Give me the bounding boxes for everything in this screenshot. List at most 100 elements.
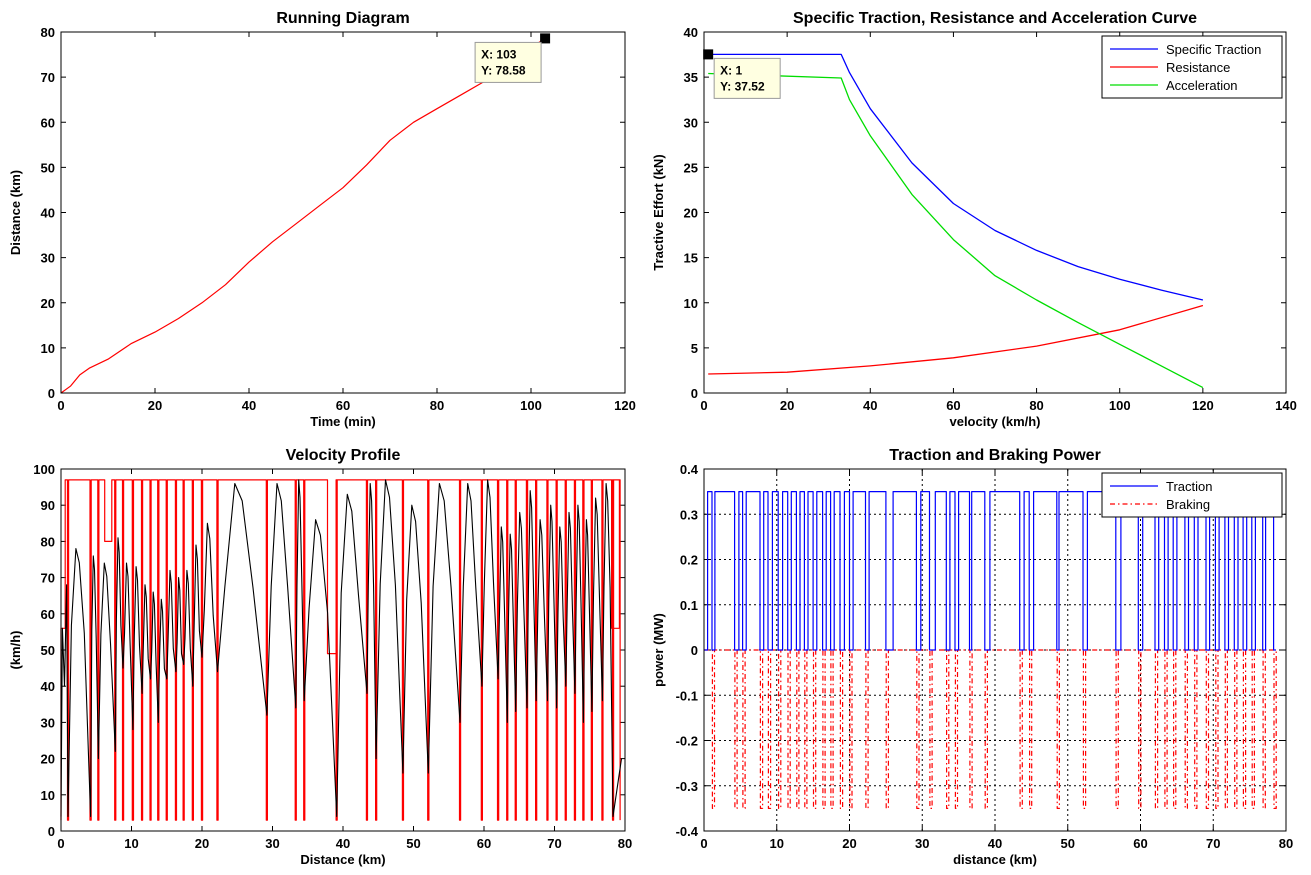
x-tick-label: 50 bbox=[406, 836, 420, 851]
y-tick-label: 0.3 bbox=[680, 507, 698, 522]
axes-frame bbox=[703, 468, 1287, 832]
y-tick-label: 15 bbox=[684, 251, 698, 266]
x-axis-label: distance (km) bbox=[953, 852, 1037, 867]
y-axis-label: (km/h) bbox=[8, 631, 23, 670]
y-tick-label: 60 bbox=[41, 607, 55, 622]
plot-area bbox=[61, 469, 625, 831]
x-axis-label: Time (min) bbox=[310, 414, 376, 429]
y-tick-label: 20 bbox=[41, 296, 55, 311]
x-tick-label: 0 bbox=[57, 398, 64, 413]
x-tick-label: 60 bbox=[1133, 836, 1147, 851]
y-tick-label: 25 bbox=[684, 160, 698, 175]
x-tick-label: 80 bbox=[1029, 398, 1043, 413]
plot-area bbox=[61, 32, 625, 393]
x-tick-label: 30 bbox=[915, 836, 929, 851]
y-tick-label: -0.1 bbox=[676, 688, 698, 703]
x-tick-label: 140 bbox=[1275, 398, 1297, 413]
chart-title: Traction and Braking Power bbox=[889, 447, 1101, 464]
axes-frame bbox=[703, 31, 1287, 394]
datatip-box bbox=[474, 41, 542, 83]
y-axis-label: Tractive Effort (kN) bbox=[651, 154, 666, 270]
x-tick-label: 0 bbox=[700, 836, 707, 851]
y-tick-label: 0.2 bbox=[680, 553, 698, 568]
y-tick-label: 10 bbox=[41, 341, 55, 356]
x-tick-label: 20 bbox=[842, 836, 856, 851]
panel-power: 0 10 20 30 40 50 60 70 80 -0.4 -0.3 -0.2 -0.1 0 0.1 0.2… bbox=[651, 447, 1293, 867]
y-tick-label: 80 bbox=[41, 534, 55, 549]
x-tick-label: 20 bbox=[780, 398, 794, 413]
y-tick-label: 40 bbox=[41, 206, 55, 221]
velocity-line bbox=[60, 479, 623, 818]
datatip-marker bbox=[540, 33, 551, 44]
datatip-x: X: 103 bbox=[481, 47, 517, 61]
y-tick-label: 0.4 bbox=[680, 462, 699, 477]
y-axis-label: Distance (km) bbox=[8, 170, 23, 255]
x-tick-label: 10 bbox=[124, 836, 138, 851]
traction-line bbox=[704, 491, 1276, 651]
y-tick-label: -0.2 bbox=[676, 734, 698, 749]
y-tick-label: 30 bbox=[684, 115, 698, 130]
y-tick-label: 30 bbox=[41, 715, 55, 730]
panel-traction: 0 20 40 60 80 100 120 140 0 5 10 15 20 25 30 35 40 Specif… bbox=[651, 10, 1297, 429]
y-tick-label: -0.3 bbox=[676, 779, 698, 794]
y-tick-label: 20 bbox=[684, 206, 698, 221]
legend-box bbox=[1101, 472, 1283, 518]
y-tick-label: 80 bbox=[41, 25, 55, 40]
y-tick-label: 0 bbox=[691, 643, 698, 658]
x-tick-label: 70 bbox=[547, 836, 561, 851]
y-tick-label: 100 bbox=[33, 462, 55, 477]
y-tick-label: 10 bbox=[684, 296, 698, 311]
y-tick-label: 35 bbox=[684, 70, 698, 85]
x-tick-label: 100 bbox=[520, 398, 542, 413]
x-tick-label: 120 bbox=[614, 398, 636, 413]
x-tick-label: 100 bbox=[1109, 398, 1131, 413]
x-tick-label: 60 bbox=[477, 836, 491, 851]
x-tick-label: 80 bbox=[430, 398, 444, 413]
y-tick-label: 0 bbox=[691, 386, 698, 401]
x-tick-label: 40 bbox=[336, 836, 350, 851]
x-tick-label: 0 bbox=[57, 836, 64, 851]
legend-label: Resistance bbox=[1166, 60, 1230, 75]
datatip-x: X: 1 bbox=[720, 63, 742, 77]
datatip-box bbox=[713, 57, 781, 99]
x-tick-label: 120 bbox=[1192, 398, 1214, 413]
axes-frame bbox=[60, 468, 626, 832]
x-tick-label: 0 bbox=[700, 398, 707, 413]
series-line-0 bbox=[708, 53, 1204, 301]
x-tick-label: 10 bbox=[770, 836, 784, 851]
chart-title: Running Diagram bbox=[276, 10, 409, 27]
y-axis-label: power (MW) bbox=[651, 613, 666, 687]
datatip-y: Y: 37.52 bbox=[720, 79, 765, 93]
chart-title: Specific Traction, Resistance and Accele… bbox=[793, 10, 1197, 27]
x-tick-label: 50 bbox=[1061, 836, 1075, 851]
series-line-1 bbox=[708, 304, 1204, 375]
legend-label: Traction bbox=[1166, 479, 1212, 494]
series-line-2 bbox=[708, 72, 1204, 389]
x-tick-label: 60 bbox=[946, 398, 960, 413]
x-tick-label: 40 bbox=[863, 398, 877, 413]
y-tick-label: 30 bbox=[41, 251, 55, 266]
y-tick-label: 50 bbox=[41, 643, 55, 658]
y-tick-label: 0.1 bbox=[680, 598, 698, 613]
x-tick-label: 80 bbox=[618, 836, 632, 851]
y-tick-label: 10 bbox=[41, 788, 55, 803]
x-tick-label: 70 bbox=[1206, 836, 1220, 851]
y-tick-label: 70 bbox=[41, 571, 55, 586]
x-tick-label: 20 bbox=[148, 398, 162, 413]
y-tick-label: 50 bbox=[41, 160, 55, 175]
y-tick-label: 60 bbox=[41, 115, 55, 130]
legend-label: Specific Traction bbox=[1166, 42, 1261, 57]
speed-limit-line bbox=[60, 479, 621, 821]
y-tick-label: 20 bbox=[41, 752, 55, 767]
y-tick-label: 0 bbox=[48, 824, 55, 839]
y-tick-label: 40 bbox=[41, 679, 55, 694]
panel-velocity: 0 10 20 30 40 50 60 70 80 0 10 20 30 40 50 60 70 80 90 100 V… bbox=[8, 447, 632, 867]
datatip-marker bbox=[703, 49, 714, 60]
running-line bbox=[60, 37, 546, 394]
y-tick-label: 0 bbox=[48, 386, 55, 401]
x-tick-label: 40 bbox=[242, 398, 256, 413]
y-tick-label: 70 bbox=[41, 70, 55, 85]
y-tick-label: 5 bbox=[691, 341, 698, 356]
y-tick-label: 90 bbox=[41, 498, 55, 513]
